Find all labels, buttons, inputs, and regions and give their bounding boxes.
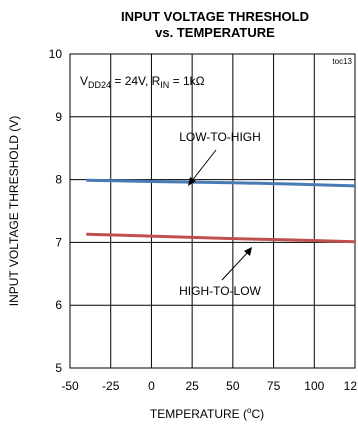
condition-r-sub: IN (160, 80, 169, 90)
arrowhead-low-to-high (188, 177, 196, 186)
x-axis-label-sup: o (247, 406, 252, 415)
annotation-arrow-low-to-high (190, 149, 217, 183)
y-tick-label: 10 (49, 47, 63, 61)
arrowhead-high-to-low (244, 247, 252, 256)
series-label-low-to-high: LOW-TO-HIGH (179, 130, 261, 144)
condition-v-sub: DD24 (88, 80, 111, 90)
condition-label: VDD24 = 24V, RIN = 1kΩ (80, 74, 205, 90)
x-axis-label: TEMPERATURE (oC) (150, 406, 264, 421)
series-line-low-to-high (86, 178, 356, 188)
x-tick-label: 25 (185, 379, 199, 393)
x-tick-label: -50 (61, 379, 79, 393)
x-tick-label: -25 (102, 379, 120, 393)
y-tick-labels: 5 6 7 8 9 10 (49, 47, 63, 375)
x-axis-label-post: C) (251, 407, 264, 421)
x-tick-label: 75 (267, 379, 281, 393)
x-tick-label: 12 (344, 379, 358, 393)
chart-title-line2: vs. TEMPERATURE (155, 25, 275, 40)
annotation-arrow-high-to-low (221, 250, 250, 281)
series-line-high-to-low (86, 232, 356, 244)
y-tick-label: 7 (55, 235, 62, 249)
chart-title-line1: INPUT VOLTAGE THRESHOLD (121, 9, 309, 24)
x-axis-label-pre: TEMPERATURE ( (150, 407, 247, 421)
condition-end: = 1kΩ (169, 74, 204, 88)
grid (70, 54, 355, 368)
y-tick-label: 6 (55, 298, 62, 312)
x-tick-label: 100 (304, 379, 324, 393)
series-group (86, 178, 356, 244)
x-tick-label: 0 (148, 379, 155, 393)
figure-code: toc13 (332, 57, 352, 66)
x-tick-labels: -50 -25 0 25 50 75 100 12 (61, 379, 357, 393)
series-label-high-to-low: HIGH-TO-LOW (179, 284, 261, 298)
condition-v: V (80, 74, 88, 88)
y-tick-label: 8 (55, 173, 62, 187)
x-tick-label: 50 (226, 379, 240, 393)
y-axis-label: INPUT VOLTAGE THRESHOLD (V) (7, 116, 21, 306)
y-tick-label: 5 (55, 361, 62, 375)
condition-mid: = 24V, R (111, 74, 161, 88)
y-tick-label: 9 (55, 110, 62, 124)
plot-frame (69, 53, 356, 369)
